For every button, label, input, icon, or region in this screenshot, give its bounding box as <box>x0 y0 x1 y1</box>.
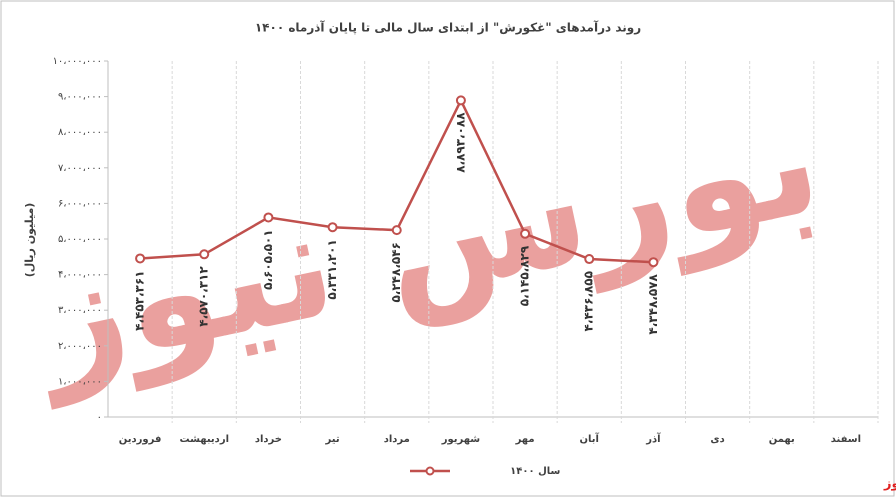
x-tick-label: آذر <box>645 432 661 445</box>
source: بورس نیوز <box>883 477 896 492</box>
x-tick-label: تیر <box>325 434 340 445</box>
y-tick-label: ۱۰،۰۰۰،۰۰۰ <box>53 56 102 67</box>
chart-title: روند درآمدهای "غکورش" از ابتدای سال مالی… <box>255 20 641 36</box>
point <box>520 228 531 239</box>
y-axis-label: (میلیون ریال) <box>23 203 36 278</box>
x-tick-label: فروردین <box>119 434 162 445</box>
x-tick-label: دی <box>710 434 724 445</box>
data-label: ۵،۱۴۵،۸۲۹ <box>518 245 532 306</box>
y-tick-label: ۳،۰۰۰،۰۰۰ <box>58 305 102 316</box>
y-tick-label: ۲،۰۰۰،۰۰۰ <box>58 341 102 352</box>
y-tick-label: ۷،۰۰۰،۰۰۰ <box>58 163 102 174</box>
x-tick-label: بهمن <box>769 434 795 445</box>
y-tick-label: ۱،۰۰۰،۰۰۰ <box>58 376 102 387</box>
y-tick-label: ۸،۰۰۰،۰۰۰ <box>58 127 102 138</box>
point <box>391 225 402 236</box>
x-tick-label: آبان <box>580 432 600 445</box>
legend-label: سال ۱۴۰۰ <box>510 466 560 477</box>
point <box>584 254 595 265</box>
data-label: ۵،۲۴۸،۵۴۶ <box>389 242 403 302</box>
x-tick-label: مهر <box>515 434 535 445</box>
y-tick-label: ۰ <box>97 412 102 423</box>
x-tick-label: اسفند <box>831 434 861 445</box>
x-tick-label: خرداد <box>255 434 282 445</box>
x-tick-label: شهریور <box>441 434 481 445</box>
data-label: ۴،۵۷۰،۳۱۲ <box>197 266 211 327</box>
legend-marker <box>425 466 435 476</box>
data-label: ۴،۴۳۶،۸۵۵ <box>582 271 596 331</box>
y-tick-label: ۶،۰۰۰،۰۰۰ <box>58 198 102 209</box>
data-label: ۵،۳۳۱،۲۰۱ <box>325 239 339 299</box>
point <box>455 95 466 106</box>
data-label: ۴،۴۵۳،۳۶۱ <box>133 270 147 330</box>
point <box>327 222 338 233</box>
point <box>199 249 210 260</box>
x-tick-label: مرداد <box>384 434 410 445</box>
y-tick-label: ۵،۰۰۰،۰۰۰ <box>58 234 102 245</box>
point <box>648 257 659 268</box>
data-label: ۵،۶۰۵،۵۰۱ <box>261 229 275 289</box>
point <box>263 212 274 223</box>
data-label: ۴،۳۴۸،۵۷۸ <box>646 274 660 335</box>
y-tick-label: ۴،۰۰۰،۰۰۰ <box>58 270 102 281</box>
point <box>135 253 146 264</box>
data-label: ۸،۸۹۳،۰۸۸ <box>453 112 467 173</box>
x-tick-label: اردیبهشت <box>179 434 229 445</box>
y-tick-label: ۹،۰۰۰،۰۰۰ <box>58 92 102 103</box>
